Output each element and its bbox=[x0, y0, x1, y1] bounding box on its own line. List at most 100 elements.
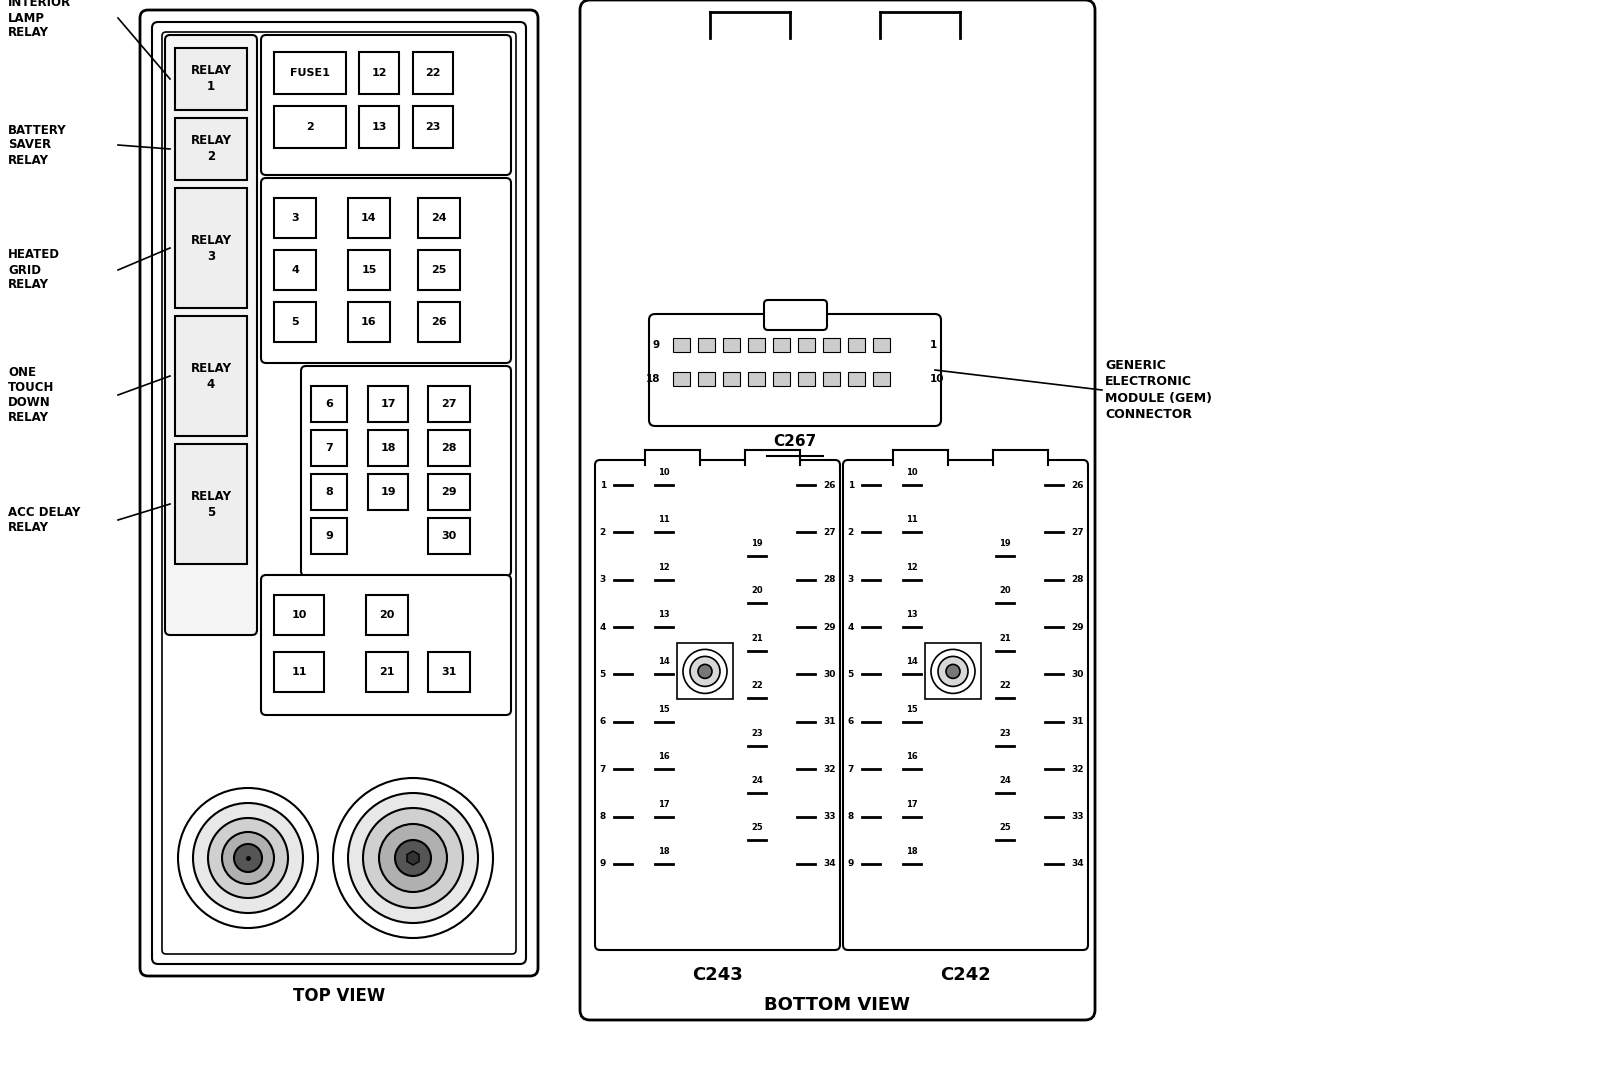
FancyBboxPatch shape bbox=[843, 460, 1087, 950]
Text: 4: 4 bbox=[847, 623, 854, 631]
Bar bbox=[174, 118, 246, 180]
Text: 24: 24 bbox=[999, 776, 1011, 785]
Text: 26: 26 bbox=[823, 480, 836, 489]
Text: 15: 15 bbox=[361, 265, 377, 275]
Bar bbox=[879, 10, 959, 46]
Text: 10: 10 bbox=[907, 468, 918, 477]
Bar bbox=[368, 474, 408, 510]
Bar bbox=[310, 386, 347, 422]
Bar bbox=[366, 595, 408, 635]
Bar bbox=[710, 10, 790, 46]
Bar bbox=[924, 643, 982, 700]
Text: 13: 13 bbox=[371, 122, 387, 132]
Text: 18: 18 bbox=[381, 443, 395, 453]
Text: 34: 34 bbox=[823, 859, 836, 869]
Circle shape bbox=[233, 844, 262, 872]
FancyBboxPatch shape bbox=[261, 178, 512, 363]
Text: 11: 11 bbox=[659, 516, 670, 524]
Bar bbox=[360, 52, 400, 94]
Text: 2: 2 bbox=[305, 122, 313, 132]
Text: 21: 21 bbox=[752, 633, 763, 643]
FancyBboxPatch shape bbox=[261, 575, 512, 715]
Text: 22: 22 bbox=[999, 682, 1011, 690]
Bar bbox=[310, 518, 347, 554]
Text: 21: 21 bbox=[999, 633, 1011, 643]
Text: 1: 1 bbox=[847, 480, 854, 489]
FancyBboxPatch shape bbox=[141, 10, 537, 976]
Circle shape bbox=[395, 840, 432, 876]
Bar bbox=[673, 338, 691, 352]
Bar bbox=[273, 595, 325, 635]
Circle shape bbox=[699, 664, 712, 678]
Text: 3: 3 bbox=[847, 576, 854, 584]
Text: 13: 13 bbox=[659, 610, 670, 620]
Bar bbox=[349, 198, 390, 238]
Bar bbox=[847, 338, 865, 352]
Text: 29: 29 bbox=[441, 487, 457, 496]
Circle shape bbox=[177, 788, 318, 928]
Text: 17: 17 bbox=[907, 799, 918, 809]
Text: 14: 14 bbox=[361, 213, 377, 223]
Text: 20: 20 bbox=[379, 610, 395, 620]
Text: 26: 26 bbox=[432, 317, 446, 327]
FancyBboxPatch shape bbox=[595, 460, 839, 950]
Text: 12: 12 bbox=[907, 563, 918, 571]
Text: 14: 14 bbox=[659, 657, 670, 667]
Text: 16: 16 bbox=[907, 752, 918, 761]
Circle shape bbox=[333, 778, 492, 938]
Text: 7: 7 bbox=[600, 765, 606, 774]
FancyBboxPatch shape bbox=[161, 32, 516, 954]
Bar bbox=[823, 372, 839, 386]
Text: 30: 30 bbox=[441, 531, 457, 541]
Text: 17: 17 bbox=[659, 799, 670, 809]
Bar bbox=[366, 652, 408, 692]
Text: ONE
TOUCH
DOWN
RELAY: ONE TOUCH DOWN RELAY bbox=[8, 366, 54, 424]
Text: 17: 17 bbox=[381, 399, 395, 409]
Text: 34: 34 bbox=[1071, 859, 1084, 869]
Text: 12: 12 bbox=[659, 563, 670, 571]
Bar bbox=[429, 652, 470, 692]
Text: 10: 10 bbox=[291, 610, 307, 620]
Bar bbox=[748, 338, 764, 352]
Text: 6: 6 bbox=[600, 717, 606, 727]
Bar bbox=[699, 338, 715, 352]
Text: 8: 8 bbox=[325, 487, 333, 496]
Bar bbox=[723, 338, 740, 352]
Text: 15: 15 bbox=[659, 705, 670, 714]
FancyBboxPatch shape bbox=[261, 35, 512, 175]
Text: 30: 30 bbox=[823, 670, 835, 679]
Text: 33: 33 bbox=[1071, 812, 1084, 821]
Circle shape bbox=[931, 649, 975, 693]
Text: 32: 32 bbox=[823, 765, 836, 774]
Text: 9: 9 bbox=[325, 531, 333, 541]
Bar bbox=[798, 338, 815, 352]
Text: GENERIC
ELECTRONIC
MODULE (GEM)
CONNECTOR: GENERIC ELECTRONIC MODULE (GEM) CONNECTO… bbox=[1105, 358, 1212, 422]
FancyBboxPatch shape bbox=[165, 35, 257, 635]
Text: INTERIOR
LAMP
RELAY: INTERIOR LAMP RELAY bbox=[8, 0, 70, 40]
Text: 9: 9 bbox=[847, 859, 854, 869]
Text: 22: 22 bbox=[752, 682, 763, 690]
Text: 18: 18 bbox=[907, 847, 918, 856]
Text: 33: 33 bbox=[823, 812, 836, 821]
Bar bbox=[429, 386, 470, 422]
Text: C242: C242 bbox=[940, 966, 991, 984]
Bar bbox=[368, 386, 408, 422]
Circle shape bbox=[363, 808, 464, 908]
Circle shape bbox=[222, 832, 273, 884]
Bar bbox=[174, 316, 246, 435]
Bar bbox=[349, 302, 390, 342]
Circle shape bbox=[208, 817, 288, 898]
Text: 10: 10 bbox=[931, 374, 945, 384]
Bar bbox=[368, 430, 408, 467]
Text: ACC DELAY
RELAY: ACC DELAY RELAY bbox=[8, 506, 80, 534]
Bar bbox=[673, 372, 691, 386]
Text: 1: 1 bbox=[600, 480, 606, 489]
Text: 3: 3 bbox=[600, 576, 606, 584]
FancyBboxPatch shape bbox=[301, 366, 512, 576]
Bar bbox=[748, 372, 764, 386]
Text: 32: 32 bbox=[1071, 765, 1084, 774]
Text: 8: 8 bbox=[600, 812, 606, 821]
Circle shape bbox=[939, 656, 967, 686]
Bar bbox=[772, 372, 790, 386]
Text: 25: 25 bbox=[752, 823, 763, 832]
